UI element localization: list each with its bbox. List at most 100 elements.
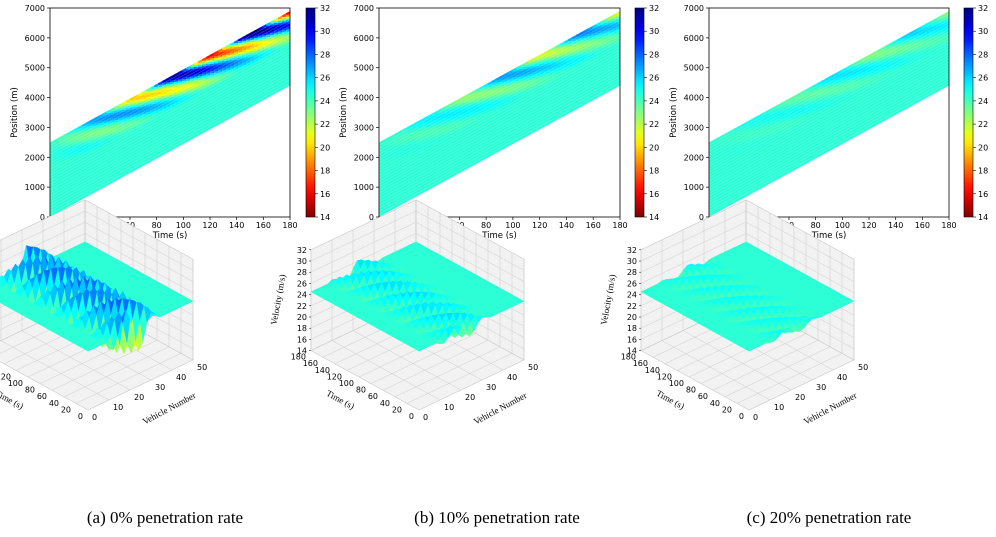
axes-frame (49, 7, 291, 218)
trajectory-line (50, 76, 290, 209)
trajectory-line (50, 28, 290, 161)
z-tick-label: 22 (627, 302, 637, 311)
colorbar-bar (963, 7, 974, 218)
colorbar-tick-label: 26 (320, 74, 330, 83)
x-tick-label: 120 (532, 221, 547, 230)
colorbar-tick-label: 18 (649, 167, 659, 176)
trajectory-line (709, 25, 949, 158)
trajectory-line (50, 43, 290, 176)
time-tick-label: 80 (25, 386, 35, 395)
time-tick-label: 40 (49, 399, 59, 408)
time-tick-label: 60 (368, 392, 378, 401)
x-tick-label: 160 (586, 221, 601, 230)
colorbar-tick-label: 24 (320, 97, 330, 106)
vehicle-tick-label: 10 (113, 403, 123, 412)
vehicle-gridline (661, 239, 771, 401)
x-tick-label: 100 (176, 221, 191, 230)
colorbar-tick-label: 24 (649, 97, 659, 106)
y-tick-label: 2000 (25, 153, 45, 162)
time-tick-label: 20 (61, 405, 71, 414)
trajectory-line (379, 79, 620, 212)
trajectory-line (709, 52, 949, 185)
trajectory-line (379, 31, 620, 164)
trajectory-line (379, 28, 620, 161)
colorbar-c: 14 16 18 20 22 24 26 28 30 32 (963, 4, 988, 222)
time-tick-label: 100 (8, 379, 23, 388)
colorbar-tick-label: 18 (978, 167, 988, 176)
panel-a: 0204060801001201401601800100020003000400… (0, 4, 330, 427)
vehicle-tick-label: 30 (486, 383, 496, 392)
trajectory-line (50, 34, 290, 167)
trajectory-line (379, 34, 620, 167)
vehicle-gridline (0, 361, 89, 411)
colorbar-tick-label: 16 (978, 190, 988, 199)
time-tick-label: 40 (380, 399, 390, 408)
trajectory-line (709, 76, 949, 209)
trajectory-line (379, 37, 620, 170)
trajectory-line (50, 19, 290, 152)
vehicle-tick-label: 20 (795, 393, 805, 402)
colorbar-tick-label: 20 (320, 143, 330, 152)
y-tick-label: 2000 (354, 153, 374, 162)
trajectory-line (379, 82, 620, 215)
vehicle-tick-label: 10 (444, 403, 454, 412)
y-tick-label: 6000 (25, 34, 45, 43)
surface-facet (84, 347, 93, 352)
x-tick-label: 100 (505, 221, 520, 230)
time-tick-label: 80 (356, 386, 366, 395)
trajectory-line (379, 49, 620, 182)
trajectory-line (379, 19, 620, 152)
trajectory-line (50, 16, 290, 149)
trajectory-line (709, 67, 949, 200)
x-tick-label: 140 (229, 221, 244, 230)
trajectory-band (709, 10, 949, 217)
vehicle-tick-label: 30 (816, 383, 826, 392)
colorbar-tick-label: 22 (320, 120, 330, 129)
surface-facet (0, 298, 3, 301)
time-tick-label: 140 (315, 366, 330, 375)
x-tick-label: 180 (941, 221, 956, 230)
y-axis-label: Position (m) (669, 87, 679, 138)
trajectory-line (709, 58, 949, 191)
time-tick-label: 40 (710, 399, 720, 408)
trajectory-line (379, 76, 620, 209)
trajectory-line (50, 58, 290, 191)
colorbar-tick-label: 32 (978, 4, 988, 13)
z-tick-label: 14 (627, 347, 637, 356)
vehicle-tick-label: 10 (774, 403, 784, 412)
trajectory-line (379, 25, 620, 158)
z-tick-label: 32 (297, 246, 307, 255)
y-tick-label: 5000 (25, 64, 45, 73)
velocity-surface (640, 241, 855, 352)
colorbar-tick-label: 14 (320, 213, 330, 222)
colorbar-tick-label: 30 (320, 27, 330, 36)
z-tick-label: 22 (297, 302, 307, 311)
colorbar-tick-label: 14 (649, 213, 659, 222)
colorbar-b: 14 16 18 20 22 24 26 28 30 32 (634, 4, 659, 222)
z-tick-label: 16 (627, 335, 637, 344)
vehicle-axis-label: Vehicle Number (141, 390, 198, 426)
trajectory-line (50, 25, 290, 158)
trajectory-line (709, 31, 949, 164)
caption-a: (a) 0% penetration rate (86, 508, 244, 527)
colorbar-tick-label: 28 (978, 50, 988, 59)
y-tick-label: 1000 (684, 183, 704, 192)
trajectory-line (50, 73, 290, 206)
colorbar-tick-label: 26 (649, 74, 659, 83)
trajectory-line (379, 43, 620, 176)
trajectory-line (379, 40, 620, 173)
trajectory-line (709, 16, 949, 149)
trajectory-line (709, 28, 949, 161)
x-tick-label: 100 (835, 221, 850, 230)
trajectory-line (379, 22, 620, 155)
colorbar-tick-label: 28 (320, 50, 330, 59)
time-tick-label: 120 (657, 372, 672, 381)
y-tick-label: 4000 (354, 94, 374, 103)
z-tick-label: 14 (297, 347, 307, 356)
x-axis-label: Time (s) (481, 231, 517, 241)
time-tick-label: 180 (291, 353, 306, 362)
y-tick-label: 1000 (25, 183, 45, 192)
trajectory-line (379, 70, 620, 203)
caption-b: (b) 10% penetration rate (414, 508, 580, 527)
x-tick-label: 160 (256, 221, 271, 230)
